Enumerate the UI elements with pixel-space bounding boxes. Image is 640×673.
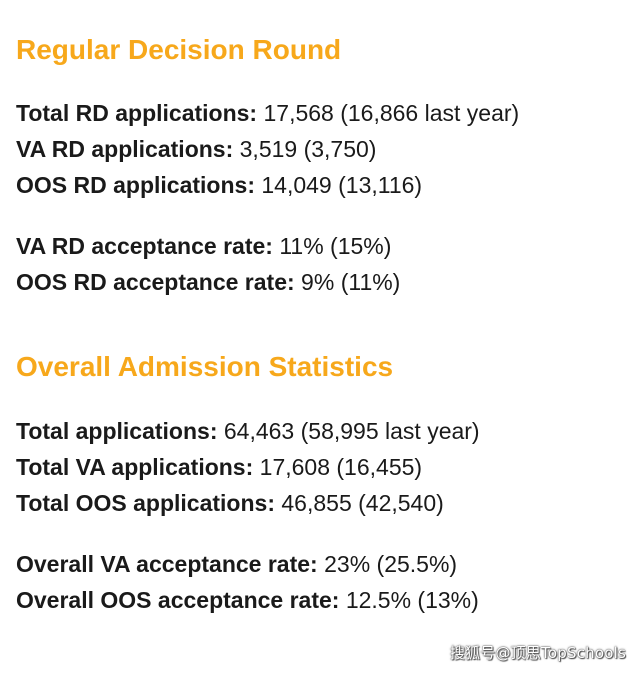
stat-value: 3,519 (3,750) — [233, 136, 377, 162]
stat-total-applications: Total applications: 64,463 (58,995 last … — [16, 413, 626, 449]
stat-label: Overall VA acceptance rate: — [16, 551, 318, 577]
regular-decision-heading: Regular Decision Round — [16, 34, 342, 65]
stat-label: VA RD applications: — [16, 136, 234, 162]
stat-label: Total OOS applications: — [16, 490, 275, 516]
stat-value: 64,463 (58,995 last year) — [217, 418, 480, 444]
stat-oos-rd-applications: OOS RD applications: 14,049 (13,116) — [16, 167, 626, 203]
stat-value: 17,608 (16,455) — [253, 454, 423, 480]
stat-value: 23% (25.5%) — [317, 551, 458, 577]
overall-rates-group: Overall VA acceptance rate: 23% (25.5%) … — [16, 546, 626, 618]
stat-oos-rd-acceptance-rate: OOS RD acceptance rate: 9% (11%) — [16, 264, 626, 300]
stat-total-va-applications: Total VA applications: 17,608 (16,455) — [16, 449, 626, 485]
stat-value: 46,855 (42,540) — [275, 490, 444, 516]
stat-va-rd-applications: VA RD applications: 3,519 (3,750) — [16, 131, 626, 167]
stat-value: 9% (11%) — [294, 269, 401, 295]
rd-applications-group: Total RD applications: 17,568 (16,866 la… — [16, 95, 626, 203]
overall-statistics-heading: Overall Admission Statistics — [16, 351, 394, 382]
stat-overall-oos-acceptance-rate: Overall OOS acceptance rate: 12.5% (13%) — [16, 582, 626, 618]
stat-value: 14,049 (13,116) — [254, 172, 423, 198]
stat-label: VA RD acceptance rate: — [16, 233, 273, 259]
stat-value: 17,568 (16,866 last year) — [257, 100, 520, 126]
source-watermark: 搜狐号@顶思TopSchools — [449, 644, 626, 662]
stat-label: OOS RD acceptance rate: — [16, 269, 295, 295]
admission-stats-document: Regular Decision Round Total RD applicat… — [16, 32, 626, 618]
stat-label: Overall OOS acceptance rate: — [16, 587, 340, 613]
stat-label: Total VA applications: — [16, 454, 254, 480]
overall-applications-group: Total applications: 64,463 (58,995 last … — [16, 413, 626, 521]
stat-label: Total RD applications: — [16, 100, 258, 126]
stat-value: 11% (15%) — [272, 233, 392, 259]
stat-overall-va-acceptance-rate: Overall VA acceptance rate: 23% (25.5%) — [16, 546, 626, 582]
stat-label: OOS RD applications: — [16, 172, 255, 198]
stat-total-oos-applications: Total OOS applications: 46,855 (42,540) — [16, 485, 626, 521]
stat-label: Total applications: — [16, 418, 218, 444]
rd-rates-group: VA RD acceptance rate: 11% (15%) OOS RD … — [16, 228, 626, 300]
stat-value: 12.5% (13%) — [339, 587, 479, 613]
stat-va-rd-acceptance-rate: VA RD acceptance rate: 11% (15%) — [16, 228, 626, 264]
stat-total-rd-applications: Total RD applications: 17,568 (16,866 la… — [16, 95, 626, 131]
